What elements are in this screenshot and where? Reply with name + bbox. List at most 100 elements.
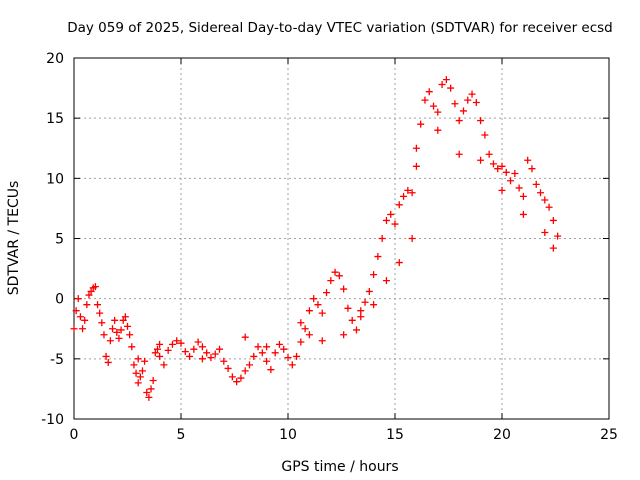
data-point [430,102,438,110]
data-point [224,364,232,372]
data-point [357,313,365,321]
x-tick-label: 15 [386,427,404,443]
data-point [323,289,331,297]
data-point [160,361,168,369]
data-point [233,378,241,386]
data-point [190,345,198,353]
data-point [528,165,536,173]
data-point [331,268,339,276]
data-point [477,117,485,125]
data-point [198,343,206,351]
data-point [83,301,91,309]
data-point [425,88,433,96]
data-point [554,232,562,240]
data-point [310,295,318,303]
data-point [318,337,326,345]
data-point [156,340,164,348]
data-point [106,337,114,345]
data-point [263,343,271,351]
data-point [498,186,506,194]
data-point [130,361,138,369]
data-point [541,228,549,236]
data-point [216,345,224,353]
data-point [164,346,172,354]
grid-lines [74,58,609,419]
data-point [132,369,140,377]
y-tick-label: -10 [41,412,64,428]
data-point [168,340,176,348]
data-point [477,156,485,164]
data-point [305,307,313,315]
data-point [121,313,129,321]
data-point [297,319,305,327]
data-point [404,186,412,194]
x-tick-label: 10 [279,427,297,443]
chart-title: Day 059 of 2025, Sidereal Day-to-day VTE… [67,20,613,36]
data-point [124,322,131,330]
data-point [434,108,442,116]
data-point [549,216,557,224]
data-point [275,340,283,348]
data-point [408,235,416,242]
data-point [258,349,266,357]
data-point [361,298,369,306]
data-point [502,168,510,176]
data-point [237,374,245,382]
data-point [271,349,279,357]
data-point [515,184,523,192]
data-point [438,80,446,88]
data-point [507,177,515,185]
data-point [126,331,134,339]
data-point [117,326,125,334]
data-point [447,84,455,92]
data-point [352,326,360,334]
data-point [468,90,476,98]
data-point [408,189,416,197]
y-tick-label: 5 [55,232,64,248]
data-point [541,196,549,204]
data-point [98,319,106,327]
data-point [442,76,450,84]
data-point [280,345,288,353]
x-tick-label: 20 [493,427,511,443]
data-point [70,325,78,333]
data-point [374,253,382,261]
y-tick-label: 0 [55,292,64,308]
data-point [365,287,373,295]
data-point [519,192,527,200]
data-point [370,271,378,279]
data-point [485,150,493,158]
data-point [314,301,322,309]
data-series-sdtvar [70,76,562,401]
data-point [370,301,378,309]
y-tick-label: 10 [46,171,64,187]
data-point [395,259,403,267]
data-point [138,367,146,375]
data-point [481,131,489,139]
data-point [85,291,93,299]
data-point [340,331,348,339]
data-point [498,162,506,170]
data-point [293,352,301,360]
data-point [357,307,365,315]
data-point [288,361,296,369]
data-point [94,301,102,309]
data-point [455,117,463,125]
data-point [400,192,408,200]
data-point [387,210,395,218]
data-point [472,99,480,107]
data-point [136,373,144,381]
y-tick-label: -5 [50,352,64,368]
data-point [79,325,87,333]
data-point [250,352,258,360]
data-point [464,96,472,104]
data-point [344,304,352,312]
data-point [113,328,121,336]
data-point [254,343,262,351]
data-point [156,352,164,360]
data-point [340,285,348,293]
data-point [455,150,463,158]
data-point [211,350,219,358]
data-point [305,331,313,339]
